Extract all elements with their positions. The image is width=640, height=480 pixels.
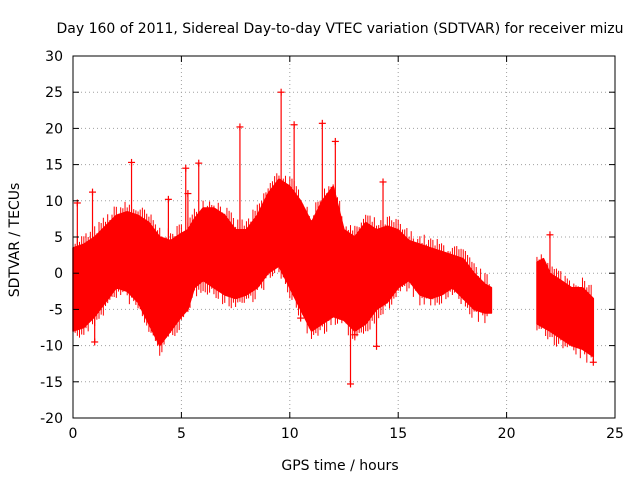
y-tick-label: 25 — [45, 85, 63, 101]
y-tick-label: 10 — [45, 194, 63, 210]
x-tick-label: 25 — [606, 426, 624, 442]
y-tick-label: 30 — [45, 49, 63, 65]
x-tick-label: 10 — [281, 426, 299, 442]
data-point — [379, 178, 387, 186]
data-point — [290, 121, 298, 129]
x-tick-label: 0 — [69, 426, 78, 442]
data-point — [277, 88, 285, 96]
chart-title: Day 160 of 2011, Sidereal Day-to-day VTE… — [57, 21, 624, 37]
data-point — [297, 314, 305, 322]
ticks: 0 5 10 15 20 25 -20 -15 -10 -5 0 5 10 15 20 25 30 — [40, 49, 624, 442]
data-point — [184, 190, 192, 198]
y-tick-label: -20 — [40, 411, 63, 427]
x-tick-label: 15 — [389, 426, 407, 442]
data-point — [164, 195, 172, 203]
data-layer — [72, 88, 597, 388]
y-tick-label: -15 — [40, 375, 63, 391]
data-point — [347, 380, 355, 388]
x-tick-label: 5 — [177, 426, 186, 442]
data-point — [91, 338, 99, 346]
data-point — [89, 188, 97, 196]
data-point — [128, 158, 136, 166]
data-point — [195, 159, 203, 167]
y-tick-label: 5 — [54, 230, 63, 246]
data-point — [182, 164, 190, 172]
y-tick-label: 20 — [45, 121, 63, 137]
data-point — [589, 358, 597, 366]
data-envelope — [72, 178, 493, 347]
data-point — [331, 137, 339, 145]
y-axis-label: SDTVAR / TECUs — [7, 183, 23, 298]
data-point — [318, 119, 326, 127]
x-axis-label: GPS time / hours — [281, 458, 398, 474]
data-point — [236, 123, 244, 131]
data-point — [373, 342, 381, 350]
x-tick-label: 20 — [498, 426, 516, 442]
data-point — [546, 231, 554, 239]
y-tick-label: 15 — [45, 158, 63, 174]
y-tick-label: 0 — [54, 266, 63, 282]
data-point — [351, 331, 359, 339]
y-tick-label: -10 — [40, 339, 63, 355]
y-tick-label: -5 — [49, 302, 63, 318]
